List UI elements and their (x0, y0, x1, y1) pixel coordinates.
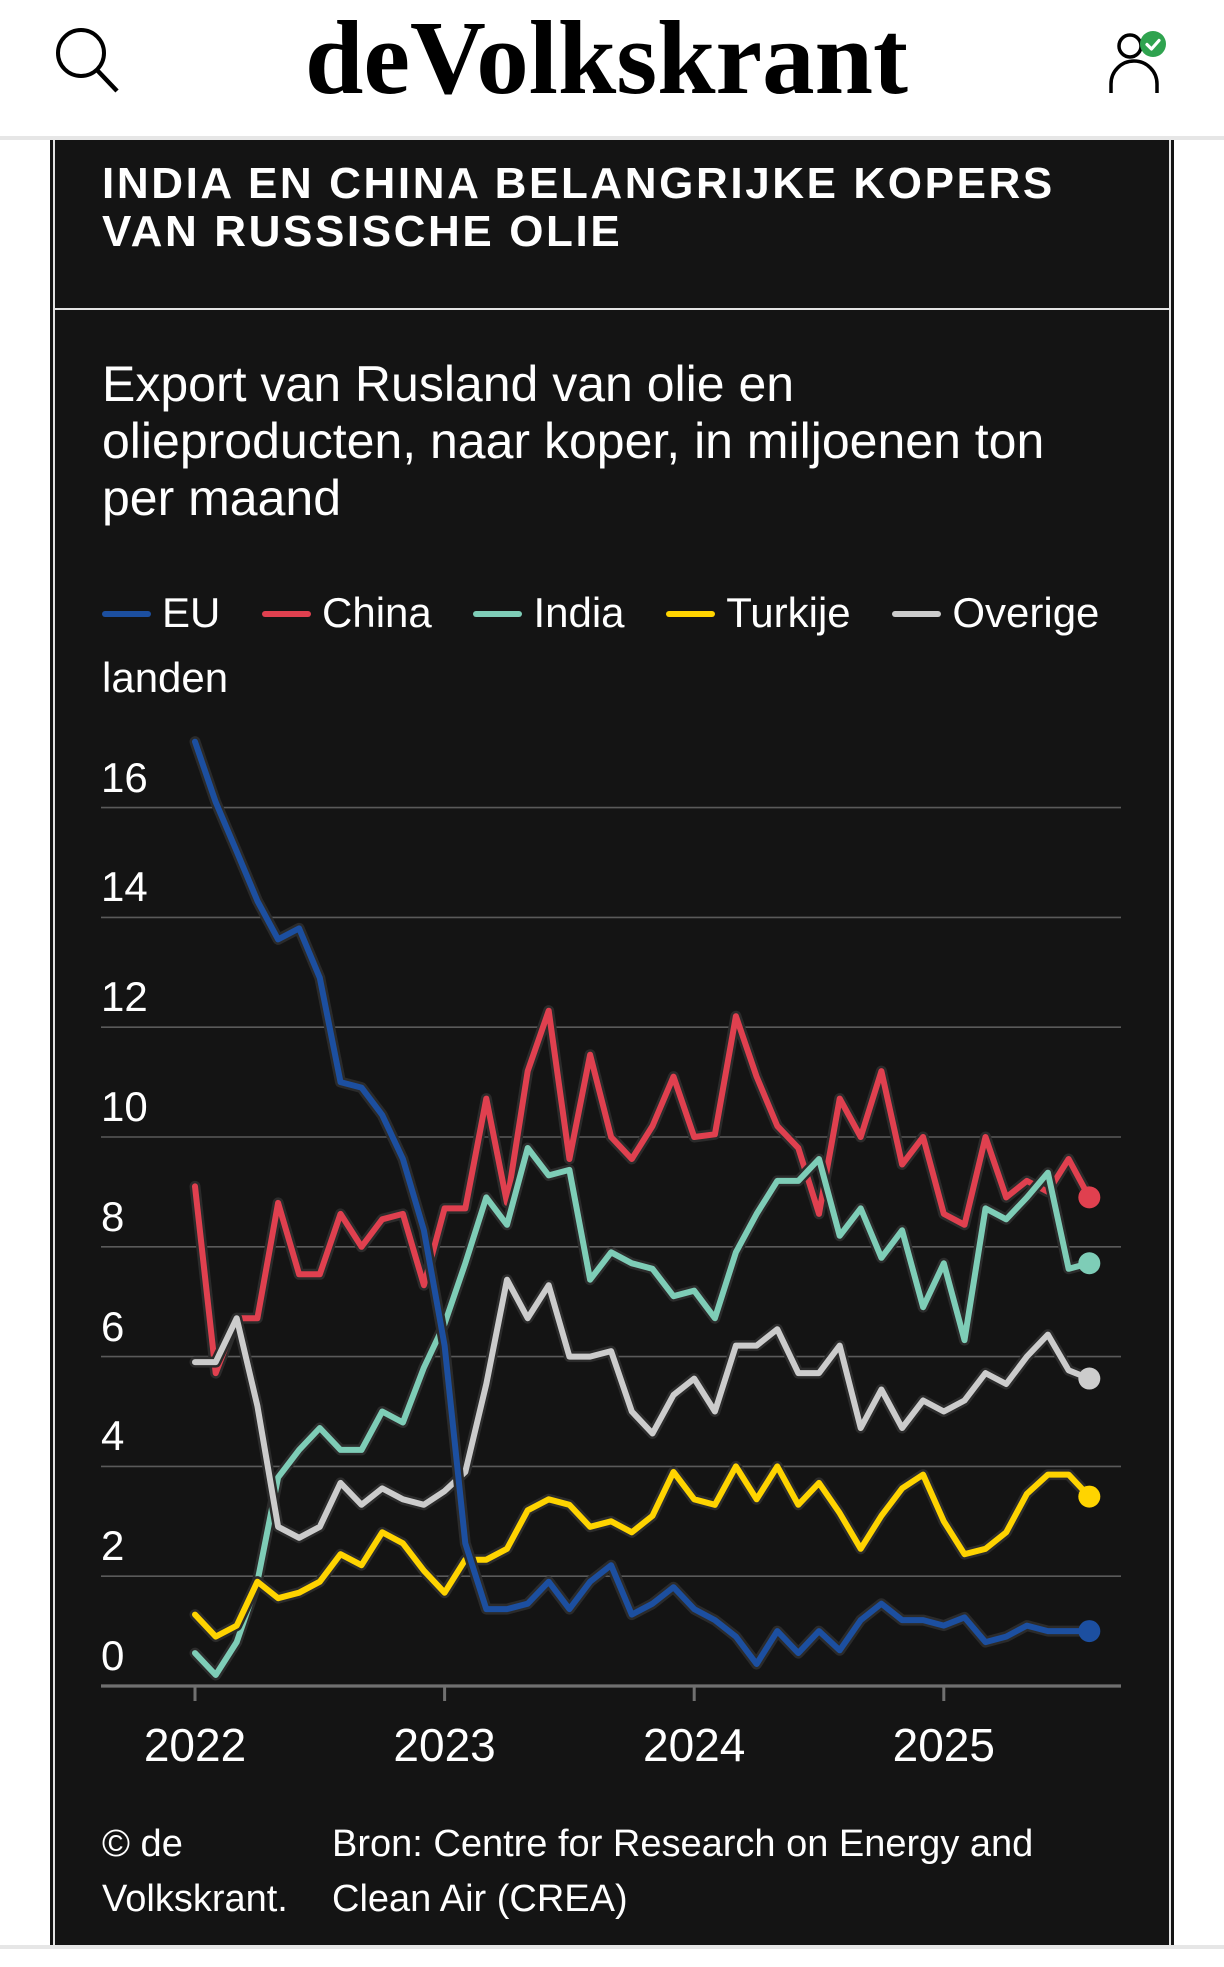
panel-border-left (53, 140, 55, 1945)
legend-label: Turkije (726, 589, 851, 636)
y-tick-label: 8 (101, 1192, 125, 1240)
y-tick-label: 12 (101, 973, 148, 1021)
legend-swatch (102, 610, 151, 617)
chart-legend: EU China India Turkije Overige landen (102, 580, 1127, 710)
source-note: Bron: Centre for Research on Energy and … (332, 1823, 1034, 1920)
y-tick-label: 2 (101, 1522, 125, 1570)
x-tick-label: 2025 (892, 1719, 995, 1771)
y-tick-label: 4 (101, 1412, 125, 1460)
header-divider (0, 136, 1224, 140)
chart-title: INDIA EN CHINA BELANGRIJKE KOPERS VAN RU… (102, 160, 1055, 256)
x-tick-label: 2024 (643, 1719, 746, 1771)
legend-item-india: India (473, 589, 625, 636)
y-tick-label: 14 (101, 863, 148, 911)
panel-bottom-divider (0, 1945, 1224, 1949)
chart-subtitle-line: per maand (102, 470, 342, 526)
x-tick-label: 2022 (143, 1719, 247, 1771)
legend-item-overige: Overige landen (102, 589, 1099, 701)
top-bar (0, 0, 1224, 136)
verified-badge (1140, 31, 1166, 57)
title-divider (53, 308, 1171, 310)
chart-subtitle-line: Export van Rusland van olie en (102, 356, 795, 412)
y-tick-label: 16 (101, 753, 148, 801)
legend-swatch (262, 610, 312, 617)
y-tick-label: 6 (101, 1302, 125, 1350)
search-icon (56, 28, 119, 93)
legend-item-eu: EU (102, 589, 220, 636)
legend-label: China (322, 589, 432, 636)
chart-title-line: INDIA EN CHINA BELANGRIJKE KOPERS (102, 159, 1055, 208)
y-tick-label: 0 (101, 1632, 125, 1679)
chart-title-line: VAN RUSSISCHE OLIE (102, 207, 623, 256)
legend-swatch (473, 610, 523, 617)
x-tick-label: 2023 (393, 1719, 496, 1771)
copyright-note: © de Volkskrant. (102, 1823, 288, 1920)
legend-item-turkije: Turkije (666, 589, 851, 636)
y-tick-label: 10 (101, 1083, 148, 1130)
legend-label: Overige landen (102, 589, 1100, 701)
user-verified-icon (1109, 31, 1166, 93)
chart-subtitle: Export van Rusland van olie en olieprodu… (102, 356, 1044, 527)
legend-swatch (666, 610, 716, 617)
legend-item-china: China (262, 589, 432, 636)
legend-label: India (533, 589, 625, 636)
chart-subtitle-line: olieproducten, naar koper, in miljoenen … (102, 413, 1045, 469)
logo[interactable]: deVolkskrant (305, 0, 908, 116)
panel-border-right (1169, 140, 1171, 1945)
legend-label: EU (162, 589, 221, 636)
legend-swatch (892, 610, 942, 617)
search-button[interactable] (48, 22, 128, 102)
account-button[interactable] (1100, 26, 1172, 98)
